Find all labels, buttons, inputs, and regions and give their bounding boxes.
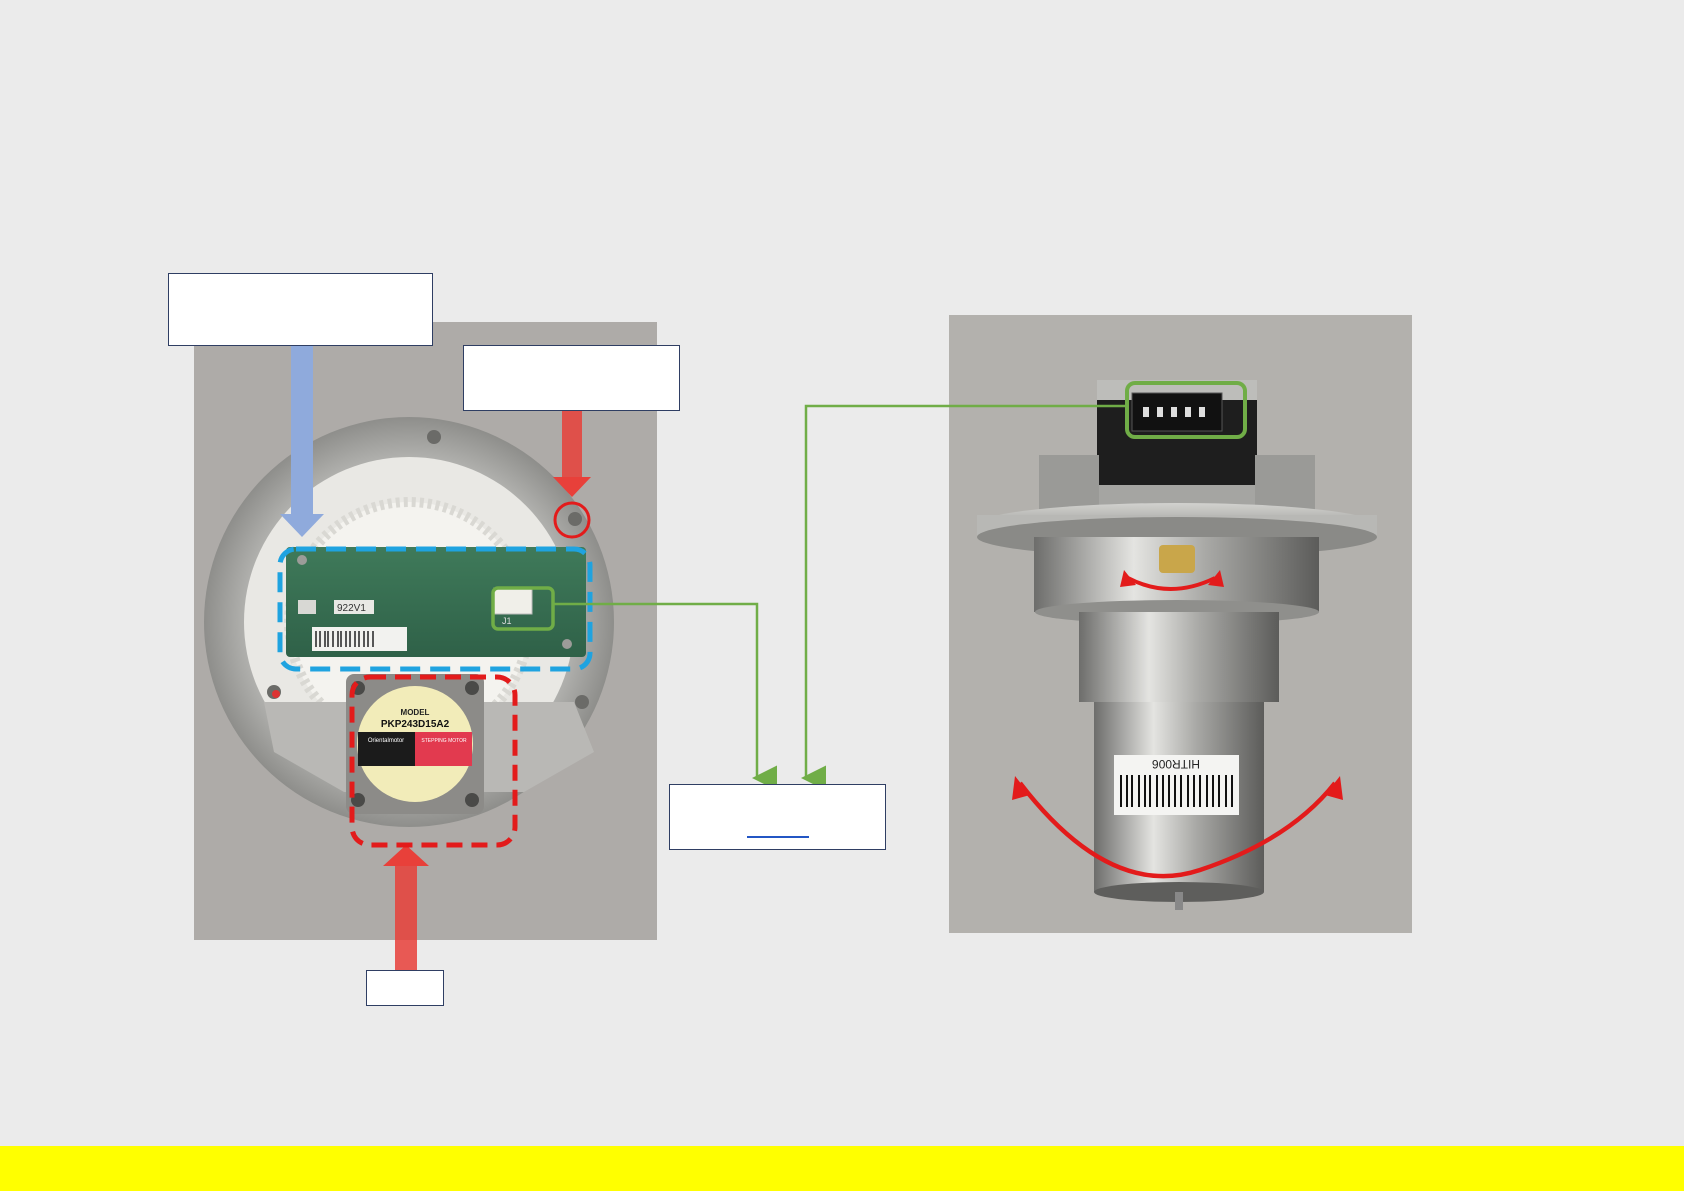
footer-bar xyxy=(0,1146,1684,1191)
motor-connector-highlight xyxy=(1125,381,1247,439)
large-rotation-arrow xyxy=(1012,776,1343,879)
sensor-highlight-circle xyxy=(553,501,591,539)
connector-callout xyxy=(669,784,886,850)
board-connector-marking: J1 xyxy=(502,616,512,626)
small-rotation-arrow xyxy=(1120,570,1224,591)
assembly-side-illustration: HITR006 xyxy=(949,315,1412,933)
motor-model-heading: MODEL xyxy=(401,708,430,717)
motor-model: PKP243D15A2 xyxy=(381,719,450,730)
blue-arrow xyxy=(280,346,324,537)
motor-callout xyxy=(366,970,444,1006)
board-callout xyxy=(168,273,433,346)
motor-brand: Orientalmotor xyxy=(368,738,404,744)
assembly-side-photo: HITR006 xyxy=(949,315,1412,933)
barcode-label: HITR006 xyxy=(1152,757,1200,771)
motor-connector-line xyxy=(801,404,1127,791)
sensor-callout xyxy=(463,345,680,411)
motor-red-arrow xyxy=(383,845,429,970)
connector-callout-link[interactable] xyxy=(747,836,809,838)
pcb-highlight-box xyxy=(277,546,593,672)
pcb-connector-highlight xyxy=(491,586,555,631)
motor-highlight-box xyxy=(349,674,518,848)
pcb-connector-line xyxy=(553,602,777,791)
board-marking: 922V1 xyxy=(337,603,366,614)
sensor-red-arrow xyxy=(553,411,591,497)
motor-type: STEPPING MOTOR xyxy=(421,738,467,744)
